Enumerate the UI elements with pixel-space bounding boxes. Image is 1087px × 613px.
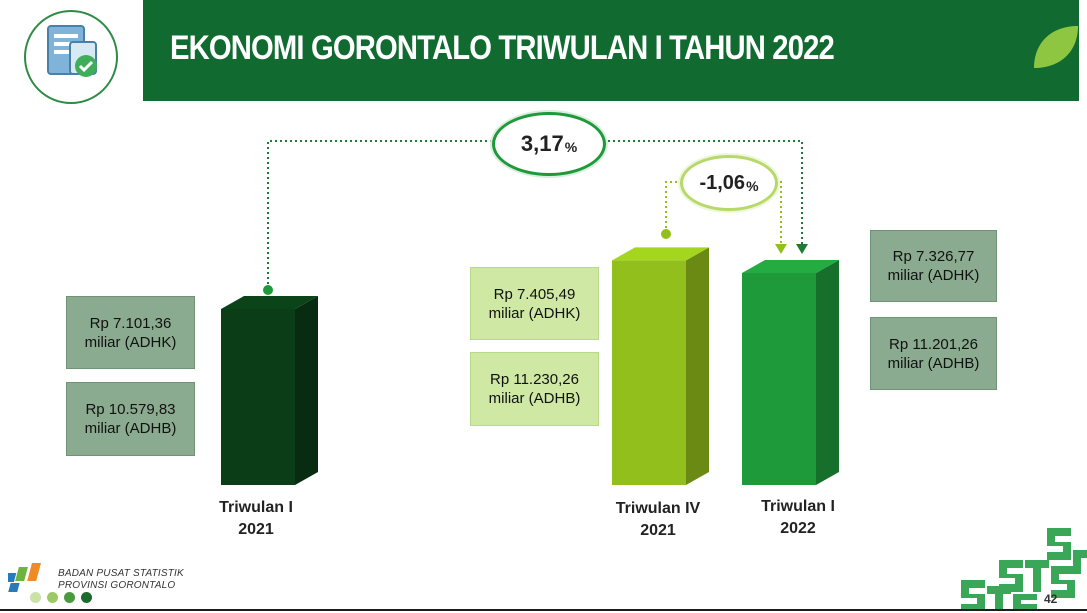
- bar1-adhk-box: Rp 7.101,36 miliar (ADHK): [66, 296, 195, 369]
- bar3-adhb-value: Rp 11.201,26: [889, 335, 978, 353]
- bottom-rule: [0, 609, 1087, 611]
- bar-1-front: [221, 309, 295, 485]
- yoy-growth-value: 3,17: [520, 131, 564, 156]
- bar1-adhb-value: Rp 10.579,83: [85, 401, 176, 418]
- bar-1-side: [295, 296, 318, 485]
- bar2-adhb-value: Rp 11.230,26: [490, 371, 579, 388]
- category-label-3-line1: Triwulan I: [761, 498, 835, 515]
- bar2-adhb-box: Rp 11.230,26 miliar (ADHB): [470, 352, 599, 426]
- bar3-adhk-box: Rp 7.326,77 miliar (ADHK): [870, 230, 997, 302]
- bar2-adhk-value: Rp 7.405,49: [493, 285, 576, 303]
- leaf-icon: [1034, 26, 1078, 68]
- bar3-adhk-value: Rp 7.326,77: [892, 248, 975, 265]
- qtq-arrow-head: [775, 244, 787, 254]
- bar-3: [742, 259, 839, 485]
- bar2-adhk-unit: miliar (ADHK): [488, 304, 581, 322]
- category-label-1: Triwulan I 2021: [196, 497, 316, 541]
- title-bar: [143, 0, 1079, 101]
- yoy-percent-sign: %: [564, 139, 578, 155]
- footer-dot-3: [64, 592, 75, 603]
- qtq-start-dot: [661, 229, 671, 239]
- category-label-2-line2: 2021: [640, 522, 676, 539]
- bar1-adhb-box: Rp 10.579,83 miliar (ADHB): [66, 382, 195, 456]
- document-check-icon: [24, 10, 118, 104]
- bar2-adhk-box: Rp 7.405,49 miliar (ADHK): [470, 267, 599, 340]
- footer-dot-4: [81, 592, 92, 603]
- bar-2-side: [686, 247, 709, 485]
- qtq-percent-sign: %: [746, 178, 759, 194]
- category-label-1-line2: 2021: [238, 521, 274, 538]
- bar3-adhk-unit: miliar (ADHK): [887, 267, 980, 284]
- org-line-2: PROVINSI GORONTALO: [58, 580, 176, 591]
- footer-dot-2: [47, 592, 58, 603]
- org-line-1: BADAN PUSAT STATISTIK: [58, 568, 184, 579]
- bar1-adhb-unit: miliar (ADHB): [84, 420, 177, 437]
- qtq-connector-line-right: [770, 181, 782, 248]
- qtq-growth-value: -1,06: [699, 171, 746, 194]
- bar1-adhk-value: Rp 7.101,36: [89, 314, 172, 332]
- growth-connectors: [263, 140, 808, 295]
- bar1-adhk-unit: miliar (ADHK): [84, 333, 177, 351]
- category-label-1-line1: Triwulan I: [219, 499, 293, 516]
- category-label-2-line1: Triwulan IV: [615, 500, 701, 517]
- qtq-growth-badge: -1,06%: [680, 155, 778, 211]
- bar-1-top: [221, 296, 318, 309]
- footer-dot-1: [30, 592, 41, 603]
- bar-1: [221, 296, 318, 485]
- bps-pattern-icon: [961, 528, 1087, 610]
- bar3-adhb-unit: miliar (ADHB): [887, 354, 980, 372]
- yoy-growth-badge: 3,17%: [492, 112, 606, 176]
- bar-3-top: [742, 259, 839, 273]
- yoy-start-dot: [263, 285, 273, 295]
- bar-2: [612, 247, 709, 485]
- page-title: EKONOMI GORONTALO TRIWULAN I TAHUN 2022: [170, 29, 835, 67]
- bar-2-top: [612, 247, 709, 261]
- bar-3-front: [742, 272, 816, 485]
- bar-2-front: [612, 260, 686, 485]
- yoy-connector-line-right: [598, 140, 803, 248]
- page-number: 42: [1044, 592, 1058, 606]
- bps-logo-icon: [8, 563, 41, 592]
- category-label-2: Triwulan IV 2021: [598, 498, 718, 542]
- qtq-connector-line: [665, 181, 684, 233]
- yoy-connector-line: [267, 140, 496, 289]
- bar-3-side: [816, 259, 839, 485]
- org-name: BADAN PUSAT STATISTIK PROVINSI GORONTALO: [58, 568, 184, 592]
- yoy-arrow-head: [796, 244, 808, 254]
- category-label-3-line2: 2022: [780, 520, 816, 537]
- bar3-adhb-box: Rp 11.201,26 miliar (ADHB): [870, 317, 997, 390]
- bar2-adhb-unit: miliar (ADHB): [488, 390, 581, 407]
- category-label-3: Triwulan I 2022: [738, 496, 858, 540]
